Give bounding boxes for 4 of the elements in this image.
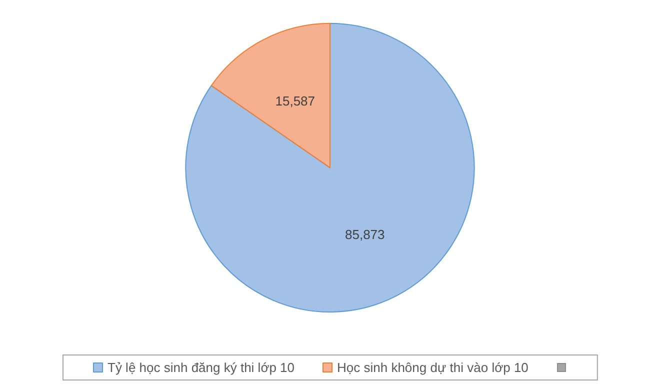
data-label: 85,873 (344, 226, 385, 242)
data-label: 15,587 (275, 94, 316, 109)
legend-label: Tỷ lệ học sinh đăng ký thi lớp 10 (108, 360, 295, 375)
legend-label: Học sinh không dự thi vào lớp 10 (337, 360, 528, 375)
